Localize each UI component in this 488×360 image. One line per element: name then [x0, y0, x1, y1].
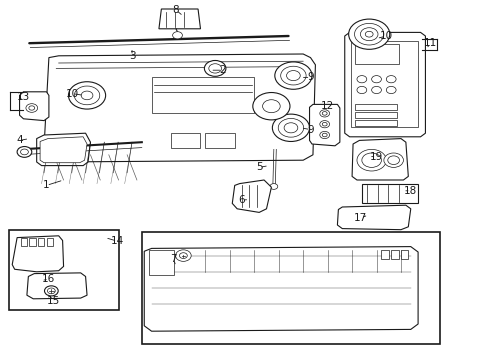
Polygon shape [37, 133, 90, 166]
Text: 3: 3 [128, 51, 135, 61]
Polygon shape [344, 32, 425, 137]
Bar [354, 44, 398, 64]
Circle shape [322, 112, 326, 115]
Circle shape [356, 76, 366, 83]
Polygon shape [144, 247, 417, 331]
Text: 16: 16 [42, 274, 56, 284]
Text: 9: 9 [306, 72, 313, 82]
Bar [151, 77, 254, 113]
Text: 18: 18 [403, 186, 417, 196]
Bar [354, 104, 396, 110]
Bar [142, 232, 439, 344]
Polygon shape [351, 139, 407, 180]
Text: 2: 2 [219, 65, 225, 75]
Text: 17: 17 [353, 213, 367, 223]
Circle shape [172, 32, 182, 39]
Bar [47, 238, 53, 246]
Circle shape [278, 118, 303, 137]
Text: 7: 7 [170, 254, 177, 264]
Circle shape [179, 253, 187, 258]
Polygon shape [40, 137, 87, 163]
Circle shape [17, 147, 32, 157]
Text: 15: 15 [47, 296, 61, 306]
Circle shape [319, 121, 329, 128]
Text: 6: 6 [238, 195, 245, 205]
Circle shape [360, 28, 377, 41]
Text: 4: 4 [16, 135, 23, 145]
Circle shape [322, 133, 326, 137]
Circle shape [204, 60, 225, 76]
Bar [20, 238, 27, 246]
Bar [400, 250, 407, 259]
Circle shape [365, 31, 372, 37]
Text: 9: 9 [306, 125, 313, 135]
Text: 1: 1 [43, 180, 50, 190]
Circle shape [319, 131, 329, 139]
Circle shape [269, 184, 277, 189]
Circle shape [208, 64, 221, 73]
Circle shape [319, 110, 329, 117]
Circle shape [74, 86, 100, 105]
Bar [381, 250, 388, 259]
Text: 14: 14 [110, 236, 124, 246]
Circle shape [280, 66, 305, 85]
Bar [38, 238, 44, 246]
Circle shape [356, 149, 386, 171]
Circle shape [81, 91, 93, 100]
Text: 5: 5 [255, 162, 262, 172]
Circle shape [47, 288, 55, 294]
Circle shape [29, 106, 35, 110]
Circle shape [252, 93, 289, 120]
Bar [205, 133, 234, 148]
Circle shape [383, 153, 403, 167]
Circle shape [361, 153, 381, 167]
Bar [390, 250, 398, 259]
Circle shape [371, 76, 381, 83]
Circle shape [286, 71, 300, 81]
Circle shape [348, 19, 389, 49]
Circle shape [354, 23, 383, 45]
Circle shape [371, 86, 381, 94]
Text: 8: 8 [172, 5, 179, 15]
Text: 10: 10 [66, 89, 79, 99]
Bar [361, 184, 417, 203]
Bar [29, 238, 36, 246]
Text: 13: 13 [17, 92, 30, 102]
Text: 11: 11 [423, 38, 436, 48]
Polygon shape [309, 104, 339, 146]
Circle shape [20, 149, 28, 155]
Circle shape [272, 114, 309, 141]
Circle shape [386, 76, 395, 83]
Circle shape [284, 123, 297, 133]
Bar [354, 112, 396, 118]
Circle shape [386, 86, 395, 94]
Text: 12: 12 [320, 101, 334, 111]
Circle shape [175, 250, 191, 261]
Polygon shape [337, 205, 410, 230]
Text: 19: 19 [369, 152, 383, 162]
Circle shape [262, 100, 280, 113]
Bar [171, 133, 200, 148]
Circle shape [68, 82, 105, 109]
Polygon shape [12, 236, 63, 272]
Circle shape [356, 86, 366, 94]
Circle shape [26, 104, 38, 112]
Polygon shape [44, 54, 315, 162]
Bar [9, 230, 119, 310]
Polygon shape [232, 180, 271, 212]
Polygon shape [20, 92, 49, 121]
Text: 10: 10 [379, 31, 392, 41]
Polygon shape [27, 273, 87, 299]
Bar [350, 41, 417, 127]
Circle shape [387, 156, 399, 165]
Polygon shape [159, 9, 200, 29]
Bar [149, 250, 173, 275]
Circle shape [322, 122, 326, 126]
Circle shape [274, 62, 311, 89]
Bar [354, 120, 396, 126]
Circle shape [44, 286, 58, 296]
